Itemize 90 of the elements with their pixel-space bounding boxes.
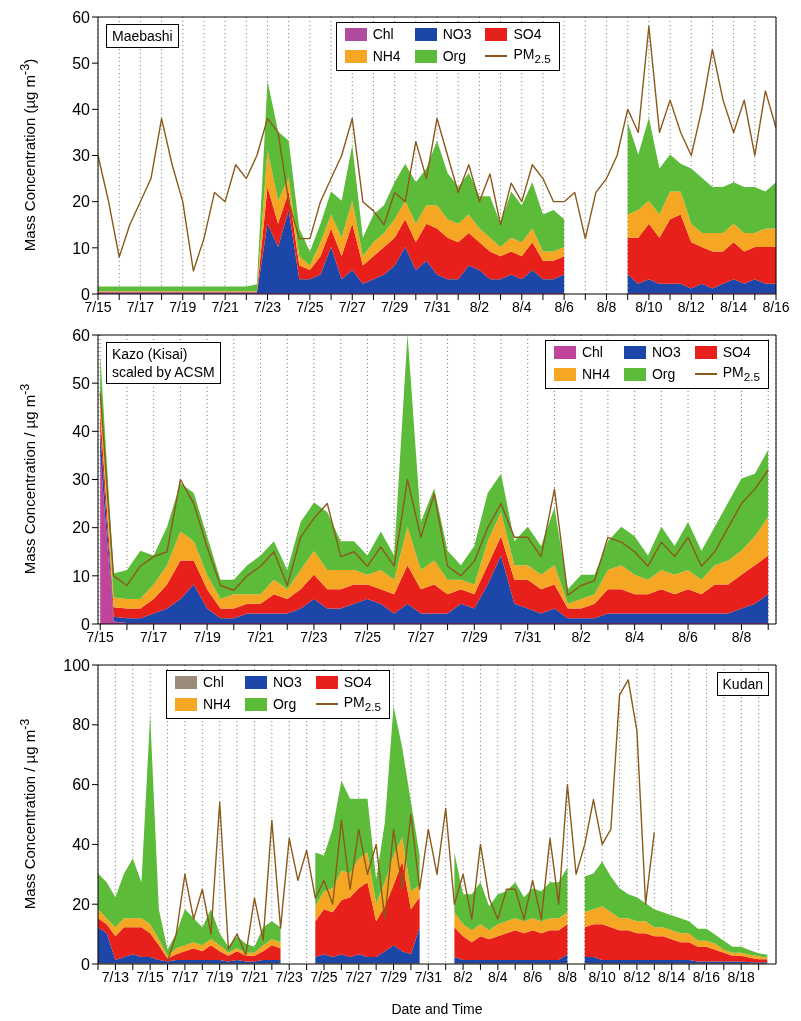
x-tick-label: 7/19 — [193, 628, 221, 645]
y-tick-label: 20 — [72, 193, 91, 211]
legend-label: NH4 — [372, 46, 401, 66]
x-tick-label: 8/2 — [571, 628, 592, 645]
x-tick-label: 7/19 — [206, 968, 234, 985]
legend-label: NO3 — [442, 25, 472, 44]
x-tick-label: 8/12 — [623, 968, 651, 985]
y-tick-label: 100 — [63, 656, 91, 674]
x-tick-label: 7/21 — [211, 298, 239, 315]
annotation: Maebashi — [106, 24, 179, 48]
x-tick-label: 7/17 — [140, 628, 168, 645]
x-tick-label: 7/13 — [101, 968, 130, 985]
annotation: Kazo (Kisai) scaled by ACSM — [106, 342, 221, 384]
x-tick-label: 7/31 — [414, 968, 443, 985]
x-tick-label: 7/25 — [296, 298, 324, 315]
legend-label: Chl — [581, 343, 603, 362]
y-tick-label: 20 — [72, 519, 91, 537]
x-tick-label: 7/23 — [253, 298, 282, 315]
x-tick-label: 8/16 — [692, 968, 721, 985]
x-tick-label: 8/2 — [469, 298, 490, 315]
x-tick-label: 8/12 — [677, 298, 706, 315]
legend-label: PM$_{2.5}$ — [722, 363, 760, 385]
line-series — [98, 25, 776, 272]
y-tick-label: 40 — [72, 836, 91, 854]
x-tick-label: 7/27 — [407, 628, 435, 645]
legend-label: NO3 — [272, 673, 302, 692]
x-tick-label: 7/19 — [169, 298, 197, 315]
x-tick-label: 7/23 — [300, 628, 328, 645]
x-tick-label: 7/29 — [381, 298, 409, 315]
x-tick-label: 7/15 — [136, 968, 164, 985]
y-tick-label: 20 — [72, 895, 91, 913]
y-tick-label: 0 — [81, 285, 91, 303]
y-tick-label: 0 — [81, 955, 91, 973]
x-tick-label: 7/27 — [345, 968, 373, 985]
y-tick-label: 60 — [72, 8, 91, 26]
y-tick-label: 80 — [72, 716, 91, 734]
legend-label: SO4 — [722, 343, 751, 362]
y-tick-label: 40 — [72, 423, 91, 441]
x-axis-title: Date and Time — [391, 1001, 483, 1017]
x-tick-label: 8/2 — [453, 968, 474, 985]
legend-label: SO4 — [513, 25, 542, 44]
x-tick-label: 8/4 — [512, 298, 532, 315]
x-tick-label: 7/25 — [353, 628, 382, 645]
y-tick-label: 60 — [72, 776, 91, 794]
x-tick-label: 8/8 — [731, 628, 752, 645]
y-tick-label: 30 — [72, 471, 91, 489]
x-tick-label: 7/23 — [275, 968, 304, 985]
x-tick-label: 7/17 — [126, 298, 155, 315]
x-tick-label: 8/8 — [557, 968, 578, 985]
x-tick-label: 7/21 — [246, 628, 275, 645]
legend-label: PM$_{2.5}$ — [513, 45, 551, 67]
x-tick-label: 7/31 — [423, 298, 451, 315]
x-tick-label: 7/29 — [460, 628, 489, 645]
y-tick-label: 10 — [72, 567, 91, 585]
x-tick-label: 8/4 — [488, 968, 508, 985]
x-tick-label: 8/14 — [720, 298, 748, 315]
y-tick-label: 0 — [81, 615, 91, 633]
y-tick-label: 50 — [72, 374, 91, 392]
legend-label: SO4 — [343, 673, 372, 692]
x-tick-label: 8/6 — [554, 298, 575, 315]
x-tick-label: 8/6 — [522, 968, 543, 985]
x-tick-label: 8/14 — [658, 968, 686, 985]
x-tick-label: 8/6 — [678, 628, 698, 645]
x-tick-label: 8/10 — [588, 968, 616, 985]
y-tick-label: 10 — [72, 239, 91, 257]
legend-label: Org — [651, 364, 676, 384]
legend-label: Chl — [202, 673, 224, 692]
legend-label: NH4 — [202, 694, 231, 714]
x-tick-label: 7/21 — [240, 968, 269, 985]
x-tick-label: 7/27 — [338, 298, 367, 315]
x-tick-label: 8/8 — [596, 298, 617, 315]
legend-label: Org — [272, 694, 297, 714]
y-tick-label: 30 — [72, 147, 91, 165]
y-tick-label: 60 — [72, 326, 91, 344]
x-tick-label: 7/25 — [310, 968, 338, 985]
x-tick-label: 7/17 — [171, 968, 199, 985]
x-tick-label: 8/18 — [727, 968, 756, 985]
legend-label: NH4 — [581, 364, 610, 384]
annotation: Kudan — [716, 672, 769, 696]
legend-label: Chl — [372, 25, 394, 44]
x-tick-label: 8/10 — [635, 298, 663, 315]
legend-label: Org — [442, 46, 466, 66]
x-tick-label: 8/16 — [762, 298, 790, 315]
y-tick-label: 50 — [72, 54, 91, 72]
x-tick-label: 8/4 — [624, 628, 645, 645]
x-tick-label: 7/29 — [379, 968, 408, 985]
y-tick-label: 40 — [72, 101, 91, 119]
legend-label: NO3 — [651, 343, 681, 362]
legend-label: PM$_{2.5}$ — [343, 693, 381, 715]
x-tick-label: 7/31 — [514, 628, 542, 645]
